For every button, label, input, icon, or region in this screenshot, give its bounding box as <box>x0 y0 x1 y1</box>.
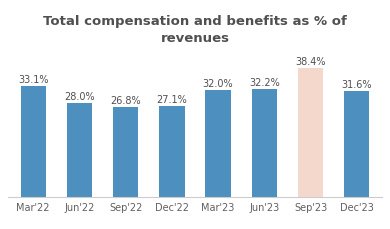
Bar <box>206 90 231 197</box>
Bar <box>298 69 323 197</box>
Text: 31.6%: 31.6% <box>342 80 372 90</box>
Bar <box>67 104 92 197</box>
Text: 38.4%: 38.4% <box>295 57 326 67</box>
Text: 28.0%: 28.0% <box>64 92 95 102</box>
Bar <box>252 90 277 197</box>
Text: 33.1%: 33.1% <box>18 75 48 85</box>
Text: 32.0%: 32.0% <box>203 78 234 88</box>
Title: Total compensation and benefits as % of
revenues: Total compensation and benefits as % of … <box>43 15 347 45</box>
Bar <box>113 108 138 197</box>
Text: 26.8%: 26.8% <box>110 96 141 106</box>
Bar <box>21 87 46 197</box>
Bar <box>159 107 184 197</box>
Text: 27.1%: 27.1% <box>156 95 187 105</box>
Bar <box>344 92 369 197</box>
Text: 32.2%: 32.2% <box>249 78 280 88</box>
